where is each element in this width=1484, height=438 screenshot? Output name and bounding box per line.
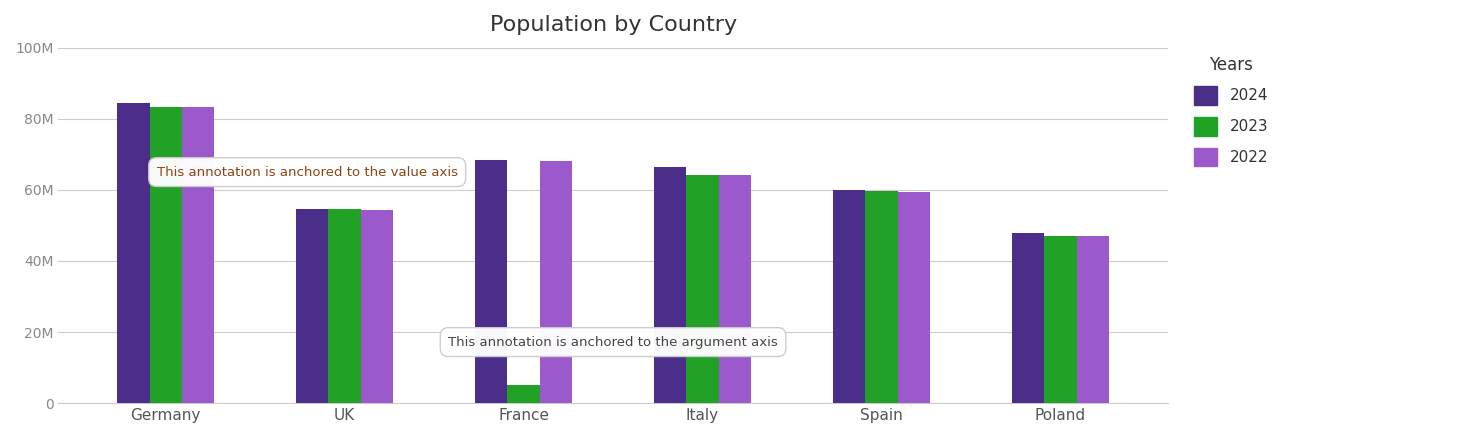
Bar <box>865 191 898 403</box>
Bar <box>361 210 393 403</box>
Text: This annotation is anchored to the argument axis: This annotation is anchored to the argum… <box>448 336 778 349</box>
Bar <box>475 160 508 403</box>
Bar <box>117 103 150 403</box>
Bar <box>654 167 687 403</box>
Bar <box>833 190 865 403</box>
Legend: 2024, 2023, 2022: 2024, 2023, 2022 <box>1187 48 1276 174</box>
Bar <box>718 175 751 403</box>
Bar <box>297 208 328 403</box>
Bar <box>328 209 361 403</box>
Bar <box>1076 236 1109 403</box>
Title: Population by Country: Population by Country <box>490 15 736 35</box>
Bar <box>687 175 718 403</box>
Bar <box>540 162 571 403</box>
Text: This annotation is anchored to the value axis: This annotation is anchored to the value… <box>157 166 457 179</box>
Bar <box>898 192 930 403</box>
Bar <box>181 107 214 403</box>
Bar <box>508 385 540 403</box>
Bar <box>150 107 181 403</box>
Bar <box>1012 233 1045 403</box>
Bar <box>1045 236 1076 403</box>
